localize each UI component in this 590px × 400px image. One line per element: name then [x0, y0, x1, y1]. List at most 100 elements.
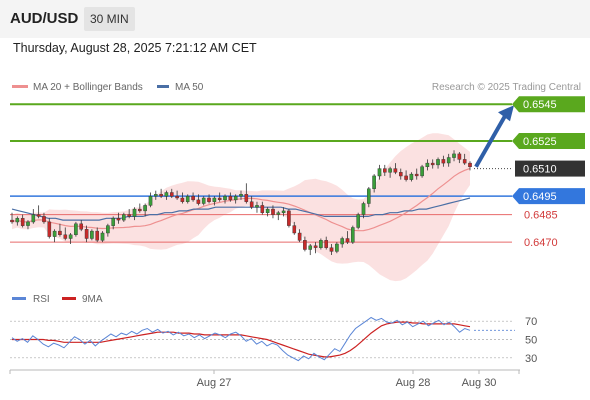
- candle-down: [414, 173, 419, 177]
- candle-up: [90, 230, 94, 239]
- candle-down: [196, 199, 201, 204]
- candle-down: [116, 218, 121, 221]
- candle-down: [63, 234, 68, 239]
- candle: [367, 186, 371, 208]
- main-legend: MA 20 + Bollinger Bands MA 50 Research ©…: [12, 82, 581, 93]
- candle-up: [15, 218, 20, 223]
- candle-up: [148, 195, 153, 206]
- candle-up: [233, 195, 238, 201]
- candle: [196, 194, 201, 206]
- candle: [303, 236, 307, 252]
- forecast-arrow: [474, 105, 514, 168]
- candle: [297, 229, 302, 243]
- candle: [47, 218, 52, 239]
- candle: [468, 161, 472, 171]
- candle-down: [430, 162, 435, 166]
- support-level-label: 0.6470: [524, 237, 558, 249]
- candle-down: [228, 195, 233, 201]
- candle-up: [452, 153, 456, 158]
- candle-down: [313, 245, 318, 248]
- candle: [255, 201, 259, 213]
- candle: [137, 203, 142, 213]
- pivot-level-label: 0.6495: [523, 191, 557, 203]
- legend-bb-label: MA 20 + Bollinger Bands: [33, 82, 143, 93]
- candle-down: [260, 205, 265, 213]
- legend-ma50-label: MA 50: [175, 82, 204, 93]
- candle-down: [20, 218, 25, 226]
- candle-up: [340, 238, 345, 245]
- candle: [356, 212, 361, 230]
- target-level-tag: [512, 96, 585, 113]
- candle-up: [436, 159, 440, 166]
- candle: [58, 223, 62, 237]
- candle: [457, 152, 462, 164]
- key-levels: [10, 103, 512, 243]
- candle: [164, 190, 169, 200]
- candle-down: [249, 201, 254, 208]
- candle: [260, 201, 265, 215]
- candle-down: [137, 208, 142, 212]
- candle-up: [185, 195, 190, 202]
- candle: [329, 244, 334, 256]
- legend-rsi-label: RSI: [33, 294, 50, 305]
- candle: [95, 227, 99, 243]
- candle-down: [324, 240, 329, 248]
- candle: [191, 192, 195, 202]
- rsi-legend: RSI 9MA: [12, 294, 103, 305]
- legend-rsi-swatch: [12, 297, 26, 300]
- candle-up: [265, 208, 270, 214]
- candle: [287, 209, 291, 228]
- candle-up: [446, 157, 451, 164]
- candle: [372, 174, 376, 193]
- candle: [399, 168, 403, 180]
- target-level-label: 0.6525: [523, 136, 557, 148]
- candle-up: [68, 234, 73, 239]
- candle: [452, 150, 456, 162]
- candle: [121, 212, 126, 222]
- candle-up: [201, 197, 206, 204]
- candle-up: [409, 173, 414, 180]
- candle: [68, 232, 73, 245]
- candle-up: [132, 208, 137, 217]
- candle-up: [372, 175, 376, 189]
- legend-9ma-swatch: [62, 297, 76, 300]
- candle-down: [462, 159, 467, 164]
- candle: [335, 242, 339, 254]
- candle-up: [111, 218, 115, 226]
- candle-down: [42, 216, 46, 223]
- candle: [351, 225, 355, 245]
- candle-up: [335, 243, 339, 252]
- candle: [31, 209, 36, 224]
- forecast-arrow-head: [498, 105, 514, 122]
- rsi-level-label: 30: [525, 353, 537, 365]
- timeframe-button[interactable]: 30 MIN: [84, 7, 135, 31]
- candle: [223, 194, 227, 204]
- candle-up: [377, 168, 382, 177]
- candle: [74, 221, 78, 237]
- candle-down: [457, 153, 462, 160]
- candle: [143, 203, 147, 217]
- candle-down: [36, 214, 41, 217]
- candle-down: [383, 168, 387, 173]
- target-level-label: 0.6545: [523, 99, 557, 111]
- x-axis: Aug 27 Aug 28 Aug 30: [9, 369, 520, 389]
- candle: [84, 225, 89, 243]
- candle: [127, 209, 131, 219]
- candlesticks: [10, 150, 472, 256]
- candle: [36, 205, 41, 219]
- candle-up: [164, 192, 169, 197]
- candle-up: [106, 225, 110, 234]
- candle-up: [212, 197, 217, 202]
- candle: [169, 188, 174, 199]
- x-tick-label: Aug 30: [462, 377, 497, 389]
- candle-up: [255, 205, 259, 208]
- candle-up: [356, 214, 361, 228]
- candle-down: [244, 194, 249, 202]
- candle-down: [10, 219, 14, 223]
- candle-down: [217, 197, 222, 200]
- candle: [207, 194, 211, 204]
- candle: [153, 190, 158, 200]
- candle: [292, 221, 297, 235]
- rsi-level-label: 50: [525, 335, 537, 347]
- candle: [233, 194, 238, 204]
